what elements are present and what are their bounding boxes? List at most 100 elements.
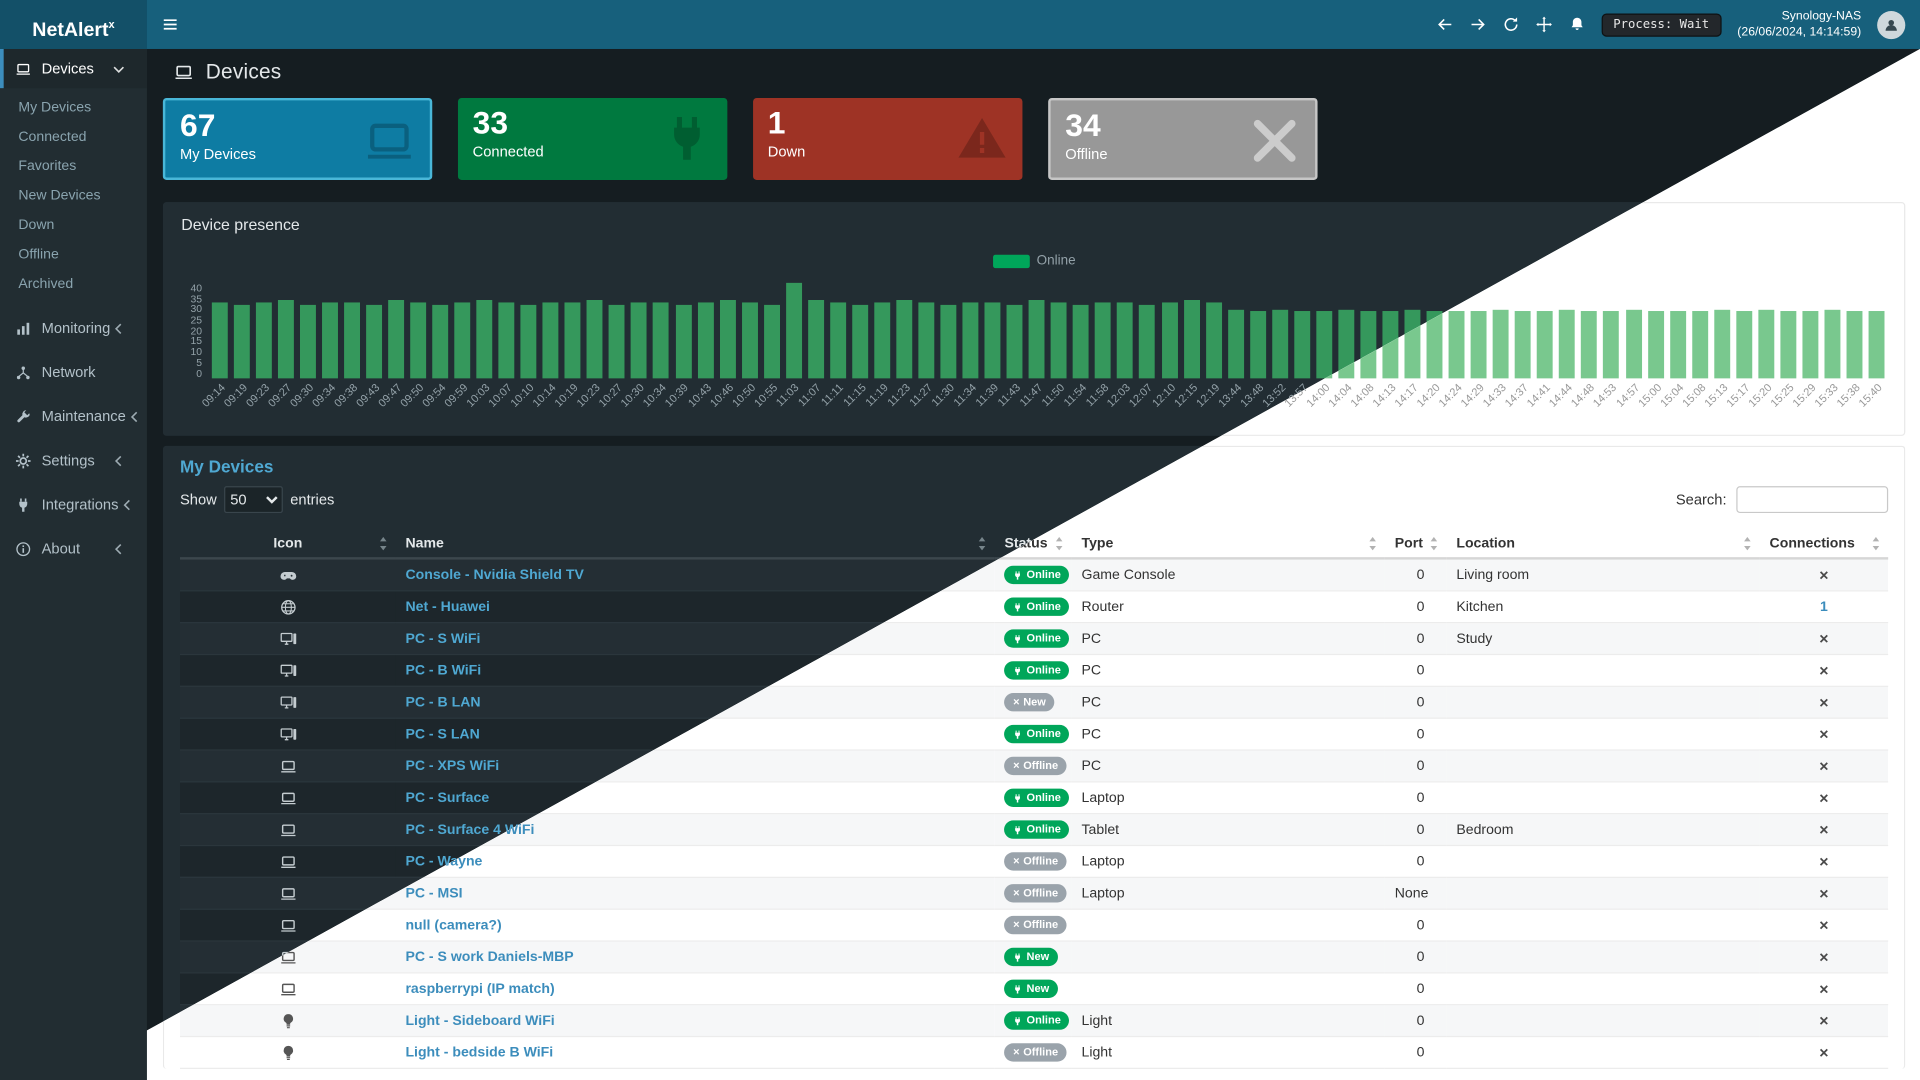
laptop-icon: [279, 885, 297, 902]
chevron-left-icon: [110, 452, 127, 468]
status-badge-label: Online: [1026, 822, 1061, 836]
stat-card-offline[interactable]: 34 Offline: [1048, 97, 1318, 180]
x-tick-label: 13:48: [1237, 381, 1266, 410]
cell-connections: ×: [1759, 718, 1889, 751]
chart-column: 10:14: [530, 283, 562, 409]
refresh-icon[interactable]: [1502, 16, 1519, 33]
chart-bar: [874, 301, 891, 379]
menu-toggle-icon[interactable]: [162, 16, 179, 33]
cell-name: Light - bedside B WiFi: [395, 1036, 995, 1069]
search-input[interactable]: [1736, 486, 1889, 514]
connections-link[interactable]: 1: [1820, 599, 1828, 615]
my-devices-title: My Devices: [180, 456, 274, 477]
x-tick-label: 15:25: [1767, 381, 1796, 410]
x-tick-label: 09:23: [243, 381, 272, 410]
sidebar-subitem-new-devices[interactable]: New Devices: [18, 188, 101, 204]
column-header-name[interactable]: Name: [395, 530, 995, 560]
device-name-link[interactable]: PC - Surface: [405, 790, 490, 806]
chart-bar: [586, 299, 603, 379]
chart-column: 12:03: [1105, 283, 1136, 409]
chart-legend[interactable]: Online: [181, 253, 1887, 268]
column-header-connections[interactable]: Connections: [1759, 530, 1889, 560]
chart-column: 11:11: [819, 283, 849, 408]
plug-icon: [1013, 602, 1023, 612]
sidebar-subitem-my-devices[interactable]: My Devices: [18, 100, 92, 116]
chart-column: 09:50: [398, 283, 429, 409]
chart-bar: [1249, 311, 1266, 379]
app-logo[interactable]: NetAlertx: [0, 0, 147, 49]
notifications-bell-icon[interactable]: [1568, 16, 1585, 33]
cell-location: Study: [1446, 622, 1760, 656]
device-name-link[interactable]: PC - S work Daniels-MBP: [405, 949, 574, 965]
nav-forward-icon[interactable]: [1469, 16, 1486, 33]
plug-icon: [1013, 666, 1023, 676]
brand-sup: x: [108, 18, 115, 31]
device-name-link[interactable]: PC - MSI: [405, 885, 463, 901]
stat-card-connected[interactable]: 33 Connected: [457, 97, 728, 180]
cell-icon: [180, 750, 396, 783]
x-tick-label: 12:15: [1171, 381, 1200, 410]
host-timestamp: (26/06/2024, 14:14:59): [1737, 25, 1862, 40]
no-connections-icon: ×: [1819, 693, 1829, 712]
sidebar-item-integrations[interactable]: Integrations: [0, 482, 147, 526]
move-icon[interactable]: [1535, 16, 1552, 33]
sidebar-item-network[interactable]: Network: [0, 350, 147, 394]
column-header-icon[interactable]: Icon: [180, 530, 396, 560]
nav-back-icon[interactable]: [1436, 16, 1453, 33]
sidebar-subitem-archived[interactable]: Archived: [18, 276, 74, 292]
device-name-link[interactable]: PC - B WiFi: [405, 663, 482, 678]
chart-column: 15:40: [1856, 283, 1888, 409]
x-tick-label: 09:14: [198, 381, 228, 410]
stat-card-down[interactable]: 1 Down: [753, 97, 1023, 180]
page-length-select[interactable]: 50: [224, 486, 283, 514]
device-name-link[interactable]: raspberrypi (IP match): [405, 981, 555, 997]
plug-icon: [1013, 634, 1023, 644]
sidebar-item-maintenance[interactable]: Maintenance: [0, 394, 147, 438]
device-name-link[interactable]: PC - S LAN: [405, 726, 480, 742]
sidebar-item-settings[interactable]: Settings: [0, 438, 147, 482]
sidebar-item-monitoring[interactable]: Monitoring: [0, 306, 147, 350]
chart-column: 15:25: [1768, 283, 1799, 409]
user-avatar[interactable]: [1877, 10, 1906, 39]
sort-icon: [1055, 536, 1065, 551]
device-name-link[interactable]: PC - S WiFi: [405, 631, 481, 646]
column-header-port[interactable]: Port: [1384, 530, 1447, 560]
column-header-type[interactable]: Type: [1071, 530, 1385, 560]
device-name-link[interactable]: PC - XPS WiFi: [405, 758, 500, 774]
no-connections-icon: ×: [1819, 756, 1829, 776]
sidebar-subitem-offline[interactable]: Offline: [18, 247, 59, 263]
chart-bar: [255, 301, 272, 379]
chart-column: 10:23: [575, 283, 606, 409]
stat-card-my-devices[interactable]: 67 My Devices: [162, 97, 433, 180]
device-name-link[interactable]: PC - Surface 4 WiFi: [405, 822, 535, 837]
y-tick-label: 40: [190, 281, 203, 294]
x-tick-label: 11:19: [862, 381, 890, 409]
cell-port: 0: [1384, 622, 1447, 656]
sidebar-subitem-favorites[interactable]: Favorites: [18, 159, 77, 174]
device-name-link[interactable]: Console - Nvidia Shield TV: [405, 567, 584, 583]
cell-type: Light: [1071, 1036, 1385, 1069]
process-status-badge: Process: Wait: [1601, 12, 1722, 37]
chart-bar: [1824, 309, 1841, 379]
device-name-link[interactable]: Light - bedside B WiFi: [405, 1045, 554, 1060]
entries-label: entries: [290, 491, 335, 509]
cell-port: 0: [1384, 909, 1447, 942]
chart-bar: [807, 299, 824, 379]
sidebar-item-about[interactable]: About: [0, 527, 147, 571]
x-tick-label: 10:03: [464, 381, 493, 410]
column-header-location[interactable]: Location: [1446, 530, 1760, 560]
sidebar-item-devices[interactable]: Devices: [0, 48, 147, 89]
device-name-link[interactable]: PC - B LAN: [405, 694, 481, 710]
cell-port: 0: [1384, 686, 1447, 719]
x-tick-label: 15:38: [1834, 381, 1863, 410]
cell-connections: ×: [1759, 654, 1889, 687]
stat-label: My Devices: [180, 146, 256, 164]
cell-location: Living room: [1446, 558, 1760, 592]
chart-bar: [1691, 311, 1708, 379]
sidebar-subitem-connected[interactable]: Connected: [18, 129, 87, 145]
sidebar-subitem-down[interactable]: Down: [18, 217, 55, 233]
status-badge-label: Online: [1026, 663, 1061, 676]
device-name-link[interactable]: Net - Huawei: [405, 599, 490, 615]
device-name-link[interactable]: null (camera?): [405, 917, 502, 933]
device-name-link[interactable]: Light - Sideboard WiFi: [405, 1013, 555, 1028]
